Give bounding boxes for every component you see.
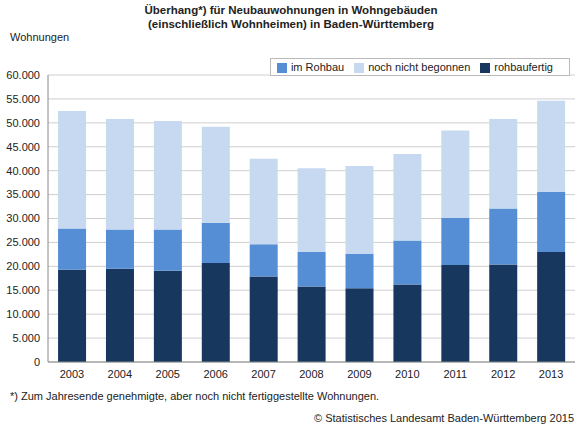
svg-text:10.000: 10.000 [8, 308, 40, 320]
svg-text:20.000: 20.000 [8, 260, 40, 272]
svg-text:30.000: 30.000 [8, 212, 40, 224]
svg-text:2013: 2013 [539, 368, 563, 380]
html-text:rohbaufertig: rohbaufertig [494, 61, 553, 73]
html-text:Wohnungen: Wohnungen [10, 31, 70, 43]
svg-text:2009: 2009 [347, 368, 371, 380]
svg-text:0: 0 [34, 356, 40, 368]
html-text:*) Zum Jahresende genehmigte,: *) Zum Jahresende genehmigte, aber noch … [10, 390, 380, 402]
svg-text:2003: 2003 [60, 368, 84, 380]
svg-text:2012: 2012 [491, 368, 515, 380]
svg-text:15.000: 15.000 [8, 284, 40, 296]
svg-text:2004: 2004 [108, 368, 132, 380]
svg-text:40.000: 40.000 [8, 165, 40, 177]
svg-text:2007: 2007 [251, 368, 275, 380]
svg-text:2010: 2010 [395, 368, 419, 380]
html-text:© Statistisches Landesamt Bade: © Statistisches Landesamt Baden-Württemb… [314, 412, 574, 424]
svg-text:25.000: 25.000 [8, 236, 40, 248]
html-text:noch nicht begonnen: noch nicht begonnen [368, 61, 471, 73]
svg-text:55.000: 55.000 [8, 93, 40, 105]
svg-text:60.000: 60.000 [8, 69, 40, 81]
svg-text:5.000: 5.000 [12, 332, 40, 344]
svg-text:50.000: 50.000 [8, 117, 40, 129]
svg-text:2006: 2006 [203, 368, 227, 380]
html-text:Überhang*) für Neubauwohnungen: Überhang*) für Neubauwohnungen in Wohnge… [144, 4, 438, 30]
svg-text:2008: 2008 [299, 368, 323, 380]
svg-text:45.000: 45.000 [8, 141, 40, 153]
svg-text:2011: 2011 [443, 368, 467, 380]
svg-text:35.000: 35.000 [8, 188, 40, 200]
svg-text:2005: 2005 [156, 368, 180, 380]
html-text:im Rohbau: im Rohbau [290, 61, 345, 73]
